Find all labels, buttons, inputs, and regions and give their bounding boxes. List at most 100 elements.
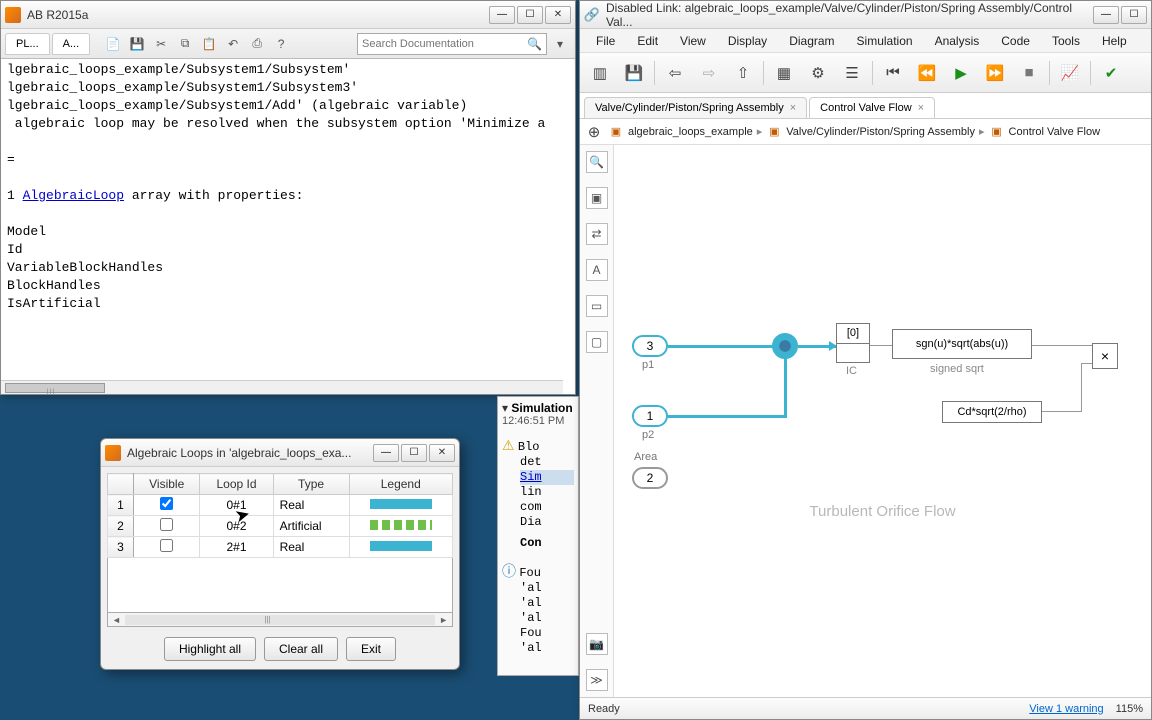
simulink-canvas[interactable]: 3 p1 1 p2 2 Area [0] IC sgn(u)*sqrt(abs(… (614, 145, 1151, 697)
clear-all-button[interactable]: Clear all (264, 637, 338, 661)
nav-home-icon[interactable]: ⊕ (584, 122, 604, 142)
product-block[interactable]: × (1092, 343, 1118, 369)
cut-icon[interactable]: ✂ (150, 33, 172, 55)
close-tab-icon[interactable]: × (790, 102, 796, 114)
aloops-hscrollbar[interactable]: ◄ ||| ► (107, 613, 453, 627)
step-back-icon[interactable]: ⏮ (879, 59, 907, 87)
scroll-left-icon[interactable]: ◄ (112, 615, 121, 625)
inport-block-area[interactable]: 2 (632, 467, 668, 489)
menu-analysis[interactable]: Analysis (925, 32, 990, 50)
forward-icon[interactable]: ⇨ (695, 59, 723, 87)
save-icon[interactable]: 💾 (620, 59, 648, 87)
menu-diagram[interactable]: Diagram (779, 32, 844, 50)
close-button[interactable]: ✕ (545, 6, 571, 24)
inport-block-p2[interactable]: 1 (632, 405, 668, 427)
hide-icon[interactable]: ≫ (586, 669, 608, 691)
copy-icon[interactable]: ⧉ (174, 33, 196, 55)
area-icon[interactable]: ▭ (586, 295, 608, 317)
step-forward-icon[interactable]: ⏩ (981, 59, 1009, 87)
col-visible[interactable]: Visible (134, 474, 200, 495)
menu-code[interactable]: Code (991, 32, 1040, 50)
up-icon[interactable]: ⇧ (729, 59, 757, 87)
close-button[interactable]: ✕ (429, 444, 455, 462)
inport-block-p1[interactable]: 3 (632, 335, 668, 357)
collapse-toggle[interactable]: ▾ Simulation (502, 401, 574, 415)
model-explorer-icon[interactable]: ☰ (838, 59, 866, 87)
zoom-icon[interactable]: 🔍 (586, 151, 608, 173)
minimize-button[interactable]: — (373, 444, 399, 462)
menu-view[interactable]: View (670, 32, 716, 50)
fcn-block[interactable]: sgn(u)*sqrt(abs(u)) (892, 329, 1032, 359)
model-config-icon[interactable]: ⚙ (804, 59, 832, 87)
command-window[interactable]: lgebraic_loops_example/Subsystem1/Subsys… (1, 59, 575, 394)
undo-icon[interactable]: ↶ (222, 33, 244, 55)
run-icon[interactable]: ▶ (947, 59, 975, 87)
menu-tools[interactable]: Tools (1042, 32, 1090, 50)
toolstrip-tab-apps[interactable]: A... (52, 33, 91, 55)
search-input[interactable] (358, 38, 523, 50)
sum-block[interactable] (772, 333, 798, 359)
autoarrange-icon[interactable]: ⇄ (586, 223, 608, 245)
scope-icon[interactable]: 📈 (1056, 59, 1084, 87)
annotation-icon[interactable]: A (586, 259, 608, 281)
new-model-icon[interactable]: ▥ (586, 59, 614, 87)
visible-checkbox[interactable] (160, 518, 173, 531)
crumb-root[interactable]: algebraic_loops_example (628, 126, 753, 138)
col-type[interactable]: Type (273, 474, 349, 495)
tab-spring-assembly[interactable]: Valve/Cylinder/Piston/Spring Assembly × (584, 97, 807, 118)
visible-checkbox[interactable] (160, 539, 173, 552)
maximize-button[interactable]: ☐ (517, 6, 543, 24)
visible-checkbox[interactable] (160, 497, 173, 510)
minimize-button[interactable]: — (1093, 6, 1119, 24)
dropdown-icon[interactable]: ▾ (549, 33, 571, 55)
subsystem-icon: ▣ (989, 124, 1005, 140)
build-icon[interactable]: ✔ (1097, 59, 1125, 87)
col-loopid[interactable]: Loop Id (200, 474, 273, 495)
table-row[interactable]: 3 2#1 Real (108, 537, 453, 558)
back-icon[interactable]: ⇦ (661, 59, 689, 87)
help-icon[interactable]: ? (270, 33, 292, 55)
close-tab-icon[interactable]: × (918, 102, 924, 114)
algebraicloop-link[interactable]: AlgebraicLoop (23, 188, 124, 203)
print-icon[interactable]: ⎙ (246, 33, 268, 55)
highlight-all-button[interactable]: Highlight all (164, 637, 256, 661)
diag-link[interactable]: Sim (520, 470, 574, 485)
console-hscrollbar[interactable] (1, 380, 563, 394)
matlab-icon (105, 445, 121, 461)
search-documentation[interactable]: 🔍 (357, 33, 547, 55)
menu-help[interactable]: Help (1092, 32, 1137, 50)
toolstrip-tab-plots[interactable]: PL... (5, 33, 50, 55)
ic-block[interactable]: [0] (836, 323, 870, 363)
menu-edit[interactable]: Edit (627, 32, 668, 50)
gain-block[interactable]: Cd*sqrt(2/rho) (942, 401, 1042, 423)
view-warnings-link[interactable]: View 1 warning (1029, 703, 1103, 715)
menu-file[interactable]: File (586, 32, 625, 50)
table-row[interactable]: 1 0#1 Real (108, 495, 453, 516)
step-rewind-icon[interactable]: ⏪ (913, 59, 941, 87)
scrollbar-thumb[interactable] (5, 383, 105, 393)
tab-control-valve-flow[interactable]: Control Valve Flow × (809, 97, 935, 118)
minimize-button[interactable]: — (489, 6, 515, 24)
col-legend[interactable]: Legend (349, 474, 453, 495)
maximize-button[interactable]: ☐ (401, 444, 427, 462)
paste-icon[interactable]: 📋 (198, 33, 220, 55)
maximize-button[interactable]: ☐ (1121, 6, 1147, 24)
new-script-icon[interactable]: 📄 (102, 33, 124, 55)
menu-display[interactable]: Display (718, 32, 777, 50)
save-icon[interactable]: 💾 (126, 33, 148, 55)
fit-icon[interactable]: ▣ (586, 187, 608, 209)
screenshot-icon[interactable]: 📷 (586, 633, 608, 655)
crumb-subsystem[interactable]: Valve/Cylinder/Piston/Spring Assembly (786, 126, 975, 138)
stop-icon[interactable]: ■ (1015, 59, 1043, 87)
exit-button[interactable]: Exit (346, 637, 396, 661)
scrollbar-track[interactable]: ||| (125, 615, 435, 625)
image-icon[interactable]: ▢ (586, 331, 608, 353)
crumb-leaf[interactable]: Control Valve Flow (1009, 126, 1101, 138)
search-icon[interactable]: 🔍 (523, 37, 546, 51)
menu-simulation[interactable]: Simulation (847, 32, 923, 50)
model-icon: ▣ (608, 124, 624, 140)
library-browser-icon[interactable]: ▦ (770, 59, 798, 87)
table-row[interactable]: 2 0#2 Artificial (108, 516, 453, 537)
scroll-right-icon[interactable]: ► (439, 615, 448, 625)
tab-label: Control Valve Flow (820, 102, 912, 114)
